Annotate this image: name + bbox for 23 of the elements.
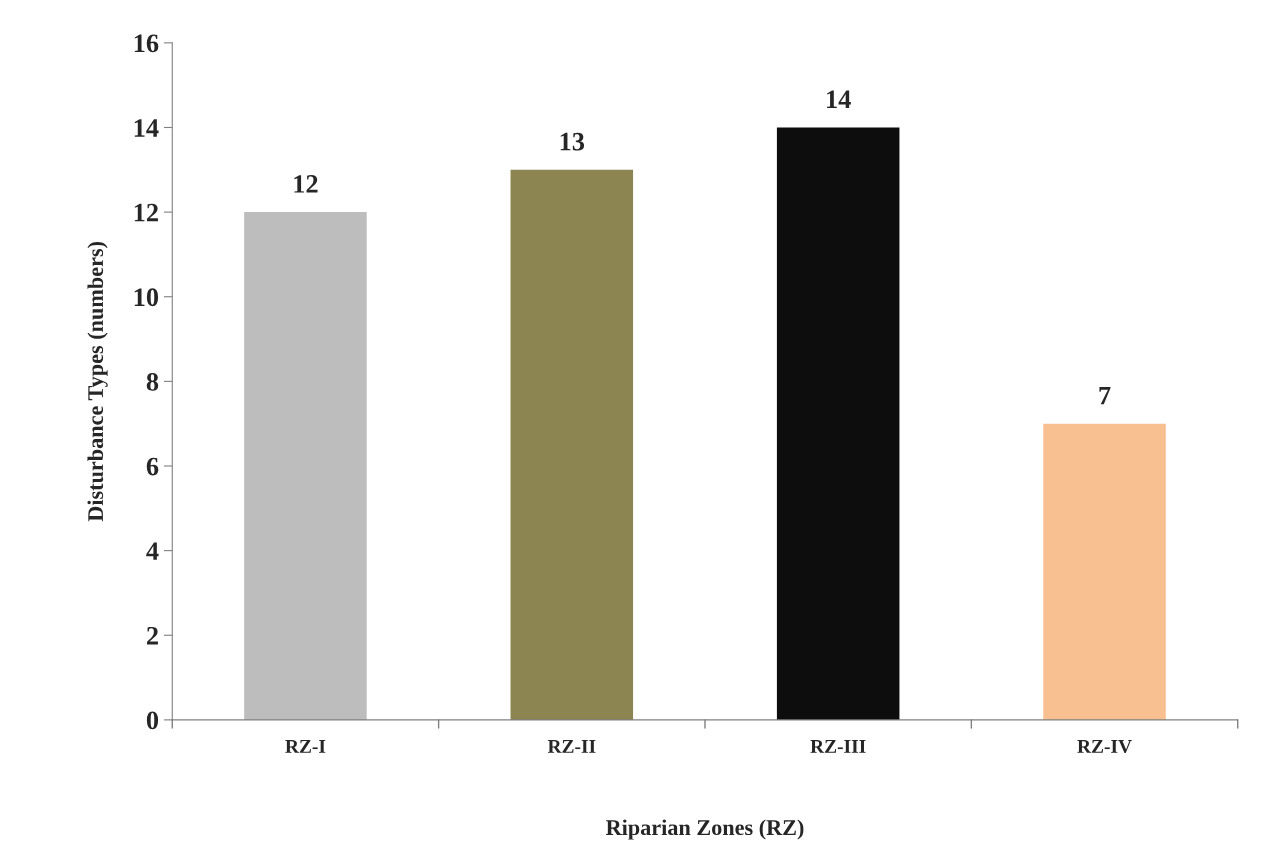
- y-tick-label: 10: [134, 288, 159, 307]
- data-label: 13: [560, 132, 585, 151]
- y-tick-label: 8: [146, 372, 159, 391]
- x-axis-title: Riparian Zones (RZ): [605, 819, 804, 840]
- y-tick-label: 14: [134, 119, 159, 137]
- bar: [1043, 423, 1166, 720]
- y-tick-label: 16: [134, 34, 159, 53]
- x-tick-label: RZ-II: [547, 740, 596, 753]
- y-tick-label: 12: [134, 203, 158, 222]
- data-label: 12: [294, 175, 318, 193]
- bar: [776, 127, 900, 720]
- x-tick-label: RZ-I: [285, 740, 326, 753]
- data-label: 7: [1099, 386, 1111, 405]
- x-tick-label: RZ-III: [810, 740, 866, 753]
- y-axis-title: Disturbance Types (numbers): [87, 241, 108, 522]
- y-tick-label: 4: [146, 542, 159, 560]
- y-tick-label: 0: [146, 711, 159, 730]
- x-tick-label: RZ-IV: [1077, 740, 1132, 754]
- data-label: 14: [827, 90, 851, 108]
- bar: [244, 212, 367, 720]
- y-tick-label: 6: [146, 457, 159, 476]
- bar: [510, 169, 634, 720]
- y-tick-label: 2: [146, 626, 158, 645]
